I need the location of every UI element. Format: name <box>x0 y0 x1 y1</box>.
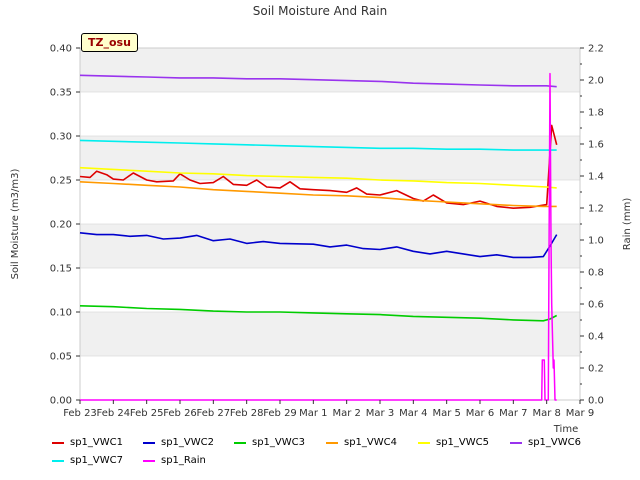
legend-label: sp1_VWC4 <box>344 437 397 448</box>
y-tick-label-right: 1.6 <box>588 140 604 151</box>
legend-label: sp1_VWC3 <box>252 437 305 448</box>
background-band <box>80 356 580 400</box>
x-tick-label: Mar 1 <box>299 408 327 419</box>
legend-item[interactable]: sp1_VWC6 <box>510 437 581 448</box>
x-tick-label: Feb 26 <box>163 408 197 419</box>
legend-swatch <box>143 441 155 444</box>
legend-label: sp1_VWC1 <box>70 437 123 448</box>
legend-item[interactable]: sp1_VWC2 <box>143 437 214 448</box>
y-axis-label-left: Soil Moisture (m3/m3) <box>10 169 21 280</box>
y-tick-label-right: 0.0 <box>588 396 604 407</box>
x-tick-label: Mar 2 <box>332 408 360 419</box>
y-tick-label-right: 1.8 <box>588 108 604 119</box>
legend-item[interactable]: sp1_VWC4 <box>326 437 397 448</box>
series-line-sp1-vwc6 <box>79 74 557 88</box>
background-band <box>80 224 580 268</box>
x-tick-label: Feb 27 <box>197 408 231 419</box>
legend-swatch <box>52 441 64 444</box>
y-tick-label-right: 2.0 <box>588 76 604 87</box>
x-tick-label: Mar 4 <box>399 408 427 419</box>
y-tick-label-left: 0.25 <box>50 176 72 187</box>
y-tick-label-left: 0.35 <box>50 88 72 99</box>
legend-swatch <box>418 441 430 444</box>
x-tick-label: Feb 23 <box>63 408 97 419</box>
series-line-sp1-vwc7 <box>79 139 557 151</box>
legend-label: sp1_VWC5 <box>436 437 489 448</box>
legend-swatch <box>234 441 246 444</box>
legend-item[interactable]: sp1_Rain <box>143 455 206 466</box>
background-band <box>80 312 580 356</box>
series-line-sp1-vwc5 <box>79 166 557 189</box>
background-band <box>80 180 580 224</box>
legend-swatch <box>52 459 64 462</box>
series-line-sp1-rain <box>80 72 557 401</box>
y-tick-label-right: 0.2 <box>588 364 604 375</box>
x-tick-label: Feb 24 <box>97 408 131 419</box>
station-badge: TZ_osu <box>81 33 138 52</box>
y-tick-label-left: 0.05 <box>50 352 72 363</box>
x-tick-label: Mar 6 <box>466 408 494 419</box>
legend-item[interactable]: sp1_VWC1 <box>52 437 123 448</box>
legend-label: sp1_VWC6 <box>528 437 581 448</box>
x-tick-label: Mar 8 <box>532 408 560 419</box>
legend-swatch <box>326 441 338 444</box>
legend-label: sp1_Rain <box>161 455 206 466</box>
x-tick-label: Mar 7 <box>499 408 527 419</box>
series-layer <box>79 72 558 401</box>
y-tick-label-left: 0.00 <box>50 396 72 407</box>
series-line-sp1-vwc2 <box>79 232 558 259</box>
x-tick-label: Feb 29 <box>263 408 297 419</box>
x-tick-label: Feb 25 <box>130 408 164 419</box>
legend-item[interactable]: sp1_VWC5 <box>418 437 489 448</box>
background-band <box>80 92 580 136</box>
chart-title: Soil Moisture And Rain <box>253 4 388 18</box>
y-tick-label-left: 0.10 <box>50 308 72 319</box>
y-tick-label-left: 0.40 <box>50 44 72 55</box>
y-tick-label-left: 0.15 <box>50 264 72 275</box>
x-axis-label: Time <box>553 424 578 435</box>
y-tick-label-left: 0.20 <box>50 220 72 231</box>
x-tick-label: Mar 5 <box>432 408 460 419</box>
legend-swatch <box>143 459 155 462</box>
y-tick-label-right: 0.6 <box>588 300 604 311</box>
background-band <box>80 268 580 312</box>
legend-item[interactable]: sp1_VWC3 <box>234 437 305 448</box>
y-tick-label-right: 0.4 <box>588 332 604 343</box>
y-tick-label-right: 1.2 <box>588 204 604 215</box>
series-line-sp1-vwc3 <box>79 305 558 322</box>
y-axis-label-right: Rain (mm) <box>622 198 633 251</box>
x-tick-label: Feb 28 <box>230 408 264 419</box>
legend-item[interactable]: sp1_VWC7 <box>52 455 123 466</box>
legend-label: sp1_VWC2 <box>161 437 214 448</box>
y-tick-label-left: 0.30 <box>50 132 72 143</box>
y-tick-label-right: 1.4 <box>588 172 604 183</box>
y-tick-label-right: 0.8 <box>588 268 604 279</box>
legend-label: sp1_VWC7 <box>70 455 123 466</box>
x-tick-label: Mar 9 <box>566 408 594 419</box>
x-tick-label: Mar 3 <box>366 408 394 419</box>
y-tick-label-right: 1.0 <box>588 236 604 247</box>
y-tick-label-right: 2.2 <box>588 44 604 55</box>
legend-swatch <box>510 441 522 444</box>
axes: 0.00 0.05 0.10 0.15 0.20 0.25 0.30 0.35 0.40 0.0 0… <box>50 44 604 420</box>
series-line-sp1-vwc4 <box>79 181 557 208</box>
